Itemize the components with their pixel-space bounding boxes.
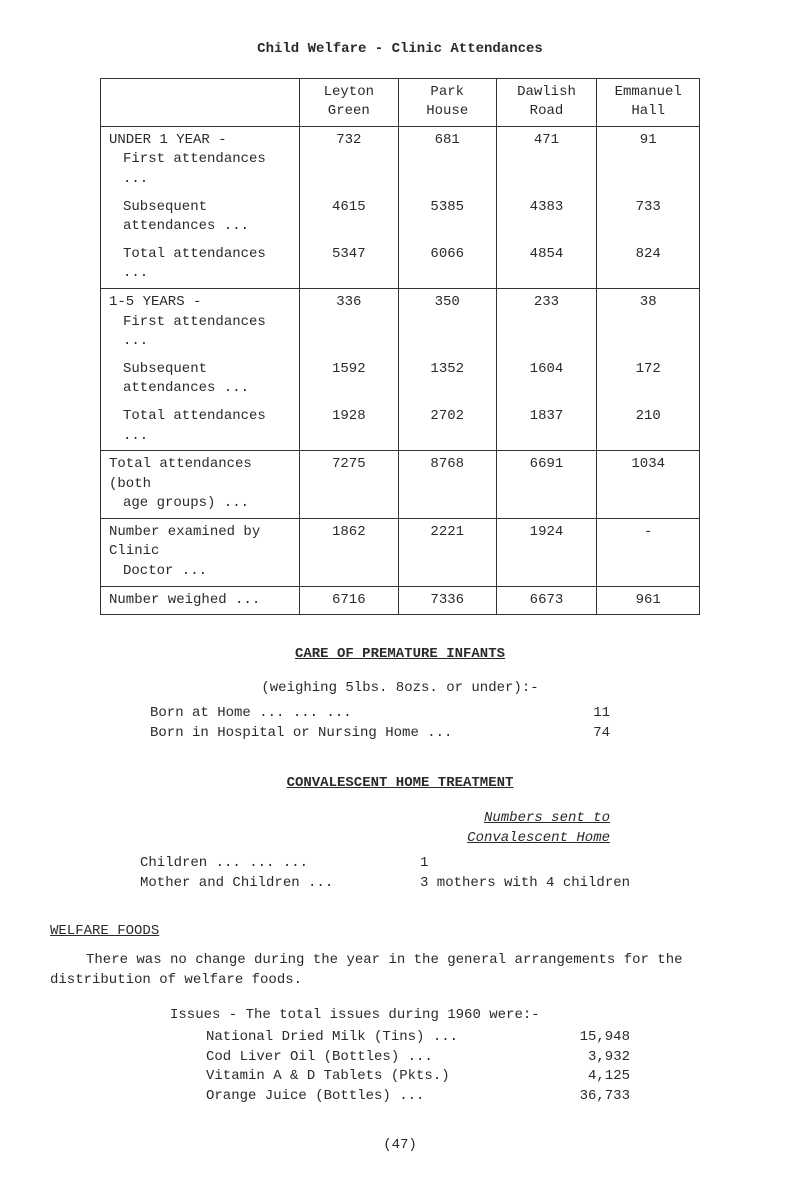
- table-cell: 1837: [496, 403, 597, 451]
- page-title: Child Welfare - Clinic Attendances: [50, 40, 750, 60]
- convalescent-line: Mother and Children ...3 mothers with 4 …: [140, 874, 660, 894]
- row-label: Total attendances ...: [101, 241, 300, 289]
- table-cell: 961: [597, 586, 700, 615]
- row-label: Subsequent attendances ...: [101, 356, 300, 403]
- table-cell: 5347: [299, 241, 398, 289]
- table-cell: 1592: [299, 356, 398, 403]
- table-cell: 733: [597, 194, 700, 241]
- table-cell: 38: [597, 288, 700, 355]
- table-cell: 7336: [398, 586, 496, 615]
- table-cell: 732: [299, 126, 398, 193]
- table-cell: 681: [398, 126, 496, 193]
- table-cell: 91: [597, 126, 700, 193]
- row-label: Total attendances ...: [101, 403, 300, 451]
- table-cell: 2221: [398, 518, 496, 586]
- attendance-table: Leyton Green Park House Dawlish Road Emm…: [100, 78, 700, 616]
- col-header: Emmanuel Hall: [597, 78, 700, 126]
- table-cell: 172: [597, 356, 700, 403]
- table-cell: 210: [597, 403, 700, 451]
- col-header: Leyton Green: [299, 78, 398, 126]
- table-cell: 4854: [496, 241, 597, 289]
- table-cell: 4615: [299, 194, 398, 241]
- table-cell: 1604: [496, 356, 597, 403]
- row-label: Total attendances (bothage groups) ...: [101, 451, 300, 519]
- table-cell: 2702: [398, 403, 496, 451]
- issues-line: National Dried Milk (Tins) ...15,948: [170, 1028, 630, 1048]
- issues-line: Vitamin A & D Tablets (Pkts.)4,125: [170, 1067, 630, 1087]
- premature-line: Born in Hospital or Nursing Home ...74: [150, 724, 650, 744]
- table-cell: 350: [398, 288, 496, 355]
- issues-title: Issues - The total issues during 1960 we…: [170, 1006, 630, 1026]
- row-label: Number weighed ...: [101, 586, 300, 615]
- table-cell: 4383: [496, 194, 597, 241]
- convalescent-line: Children ... ... ...1: [140, 854, 660, 874]
- convalescent-head: CONVALESCENT HOME TREATMENT: [50, 774, 750, 794]
- table-cell: 233: [496, 288, 597, 355]
- table-cell: 471: [496, 126, 597, 193]
- issues-line: Cod Liver Oil (Bottles) ...3,932: [170, 1048, 630, 1068]
- table-cell: 6066: [398, 241, 496, 289]
- table-cell: 6691: [496, 451, 597, 519]
- row-label: UNDER 1 YEAR -First attendances ...: [101, 126, 300, 193]
- table-cell: 6673: [496, 586, 597, 615]
- table-cell: 336: [299, 288, 398, 355]
- conv-col-head: Numbers sent to Convalescent Home: [190, 809, 610, 848]
- welfare-head: WELFARE FOODS: [50, 922, 750, 942]
- issues-line: Orange Juice (Bottles) ...36,733: [170, 1087, 630, 1107]
- row-label: 1-5 YEARS -First attendances ...: [101, 288, 300, 355]
- col-header: Dawlish Road: [496, 78, 597, 126]
- premature-line: Born at Home ... ... ...11: [150, 704, 650, 724]
- table-cell: 1928: [299, 403, 398, 451]
- table-cell: 6716: [299, 586, 398, 615]
- table-cell: 1924: [496, 518, 597, 586]
- table-cell: 1862: [299, 518, 398, 586]
- table-cell: 1034: [597, 451, 700, 519]
- col-header: Park House: [398, 78, 496, 126]
- row-label: Number examined by ClinicDoctor ...: [101, 518, 300, 586]
- page-number: (47): [50, 1136, 750, 1156]
- table-cell: 8768: [398, 451, 496, 519]
- table-cell: 7275: [299, 451, 398, 519]
- welfare-para: There was no change during the year in t…: [50, 951, 750, 990]
- row-label: Subsequent attendances ...: [101, 194, 300, 241]
- table-cell: 824: [597, 241, 700, 289]
- table-cell: -: [597, 518, 700, 586]
- table-cell: 1352: [398, 356, 496, 403]
- table-cell: 5385: [398, 194, 496, 241]
- premature-sub: (weighing 5lbs. 8ozs. or under):-: [50, 679, 750, 699]
- premature-head: CARE OF PREMATURE INFANTS: [50, 645, 750, 665]
